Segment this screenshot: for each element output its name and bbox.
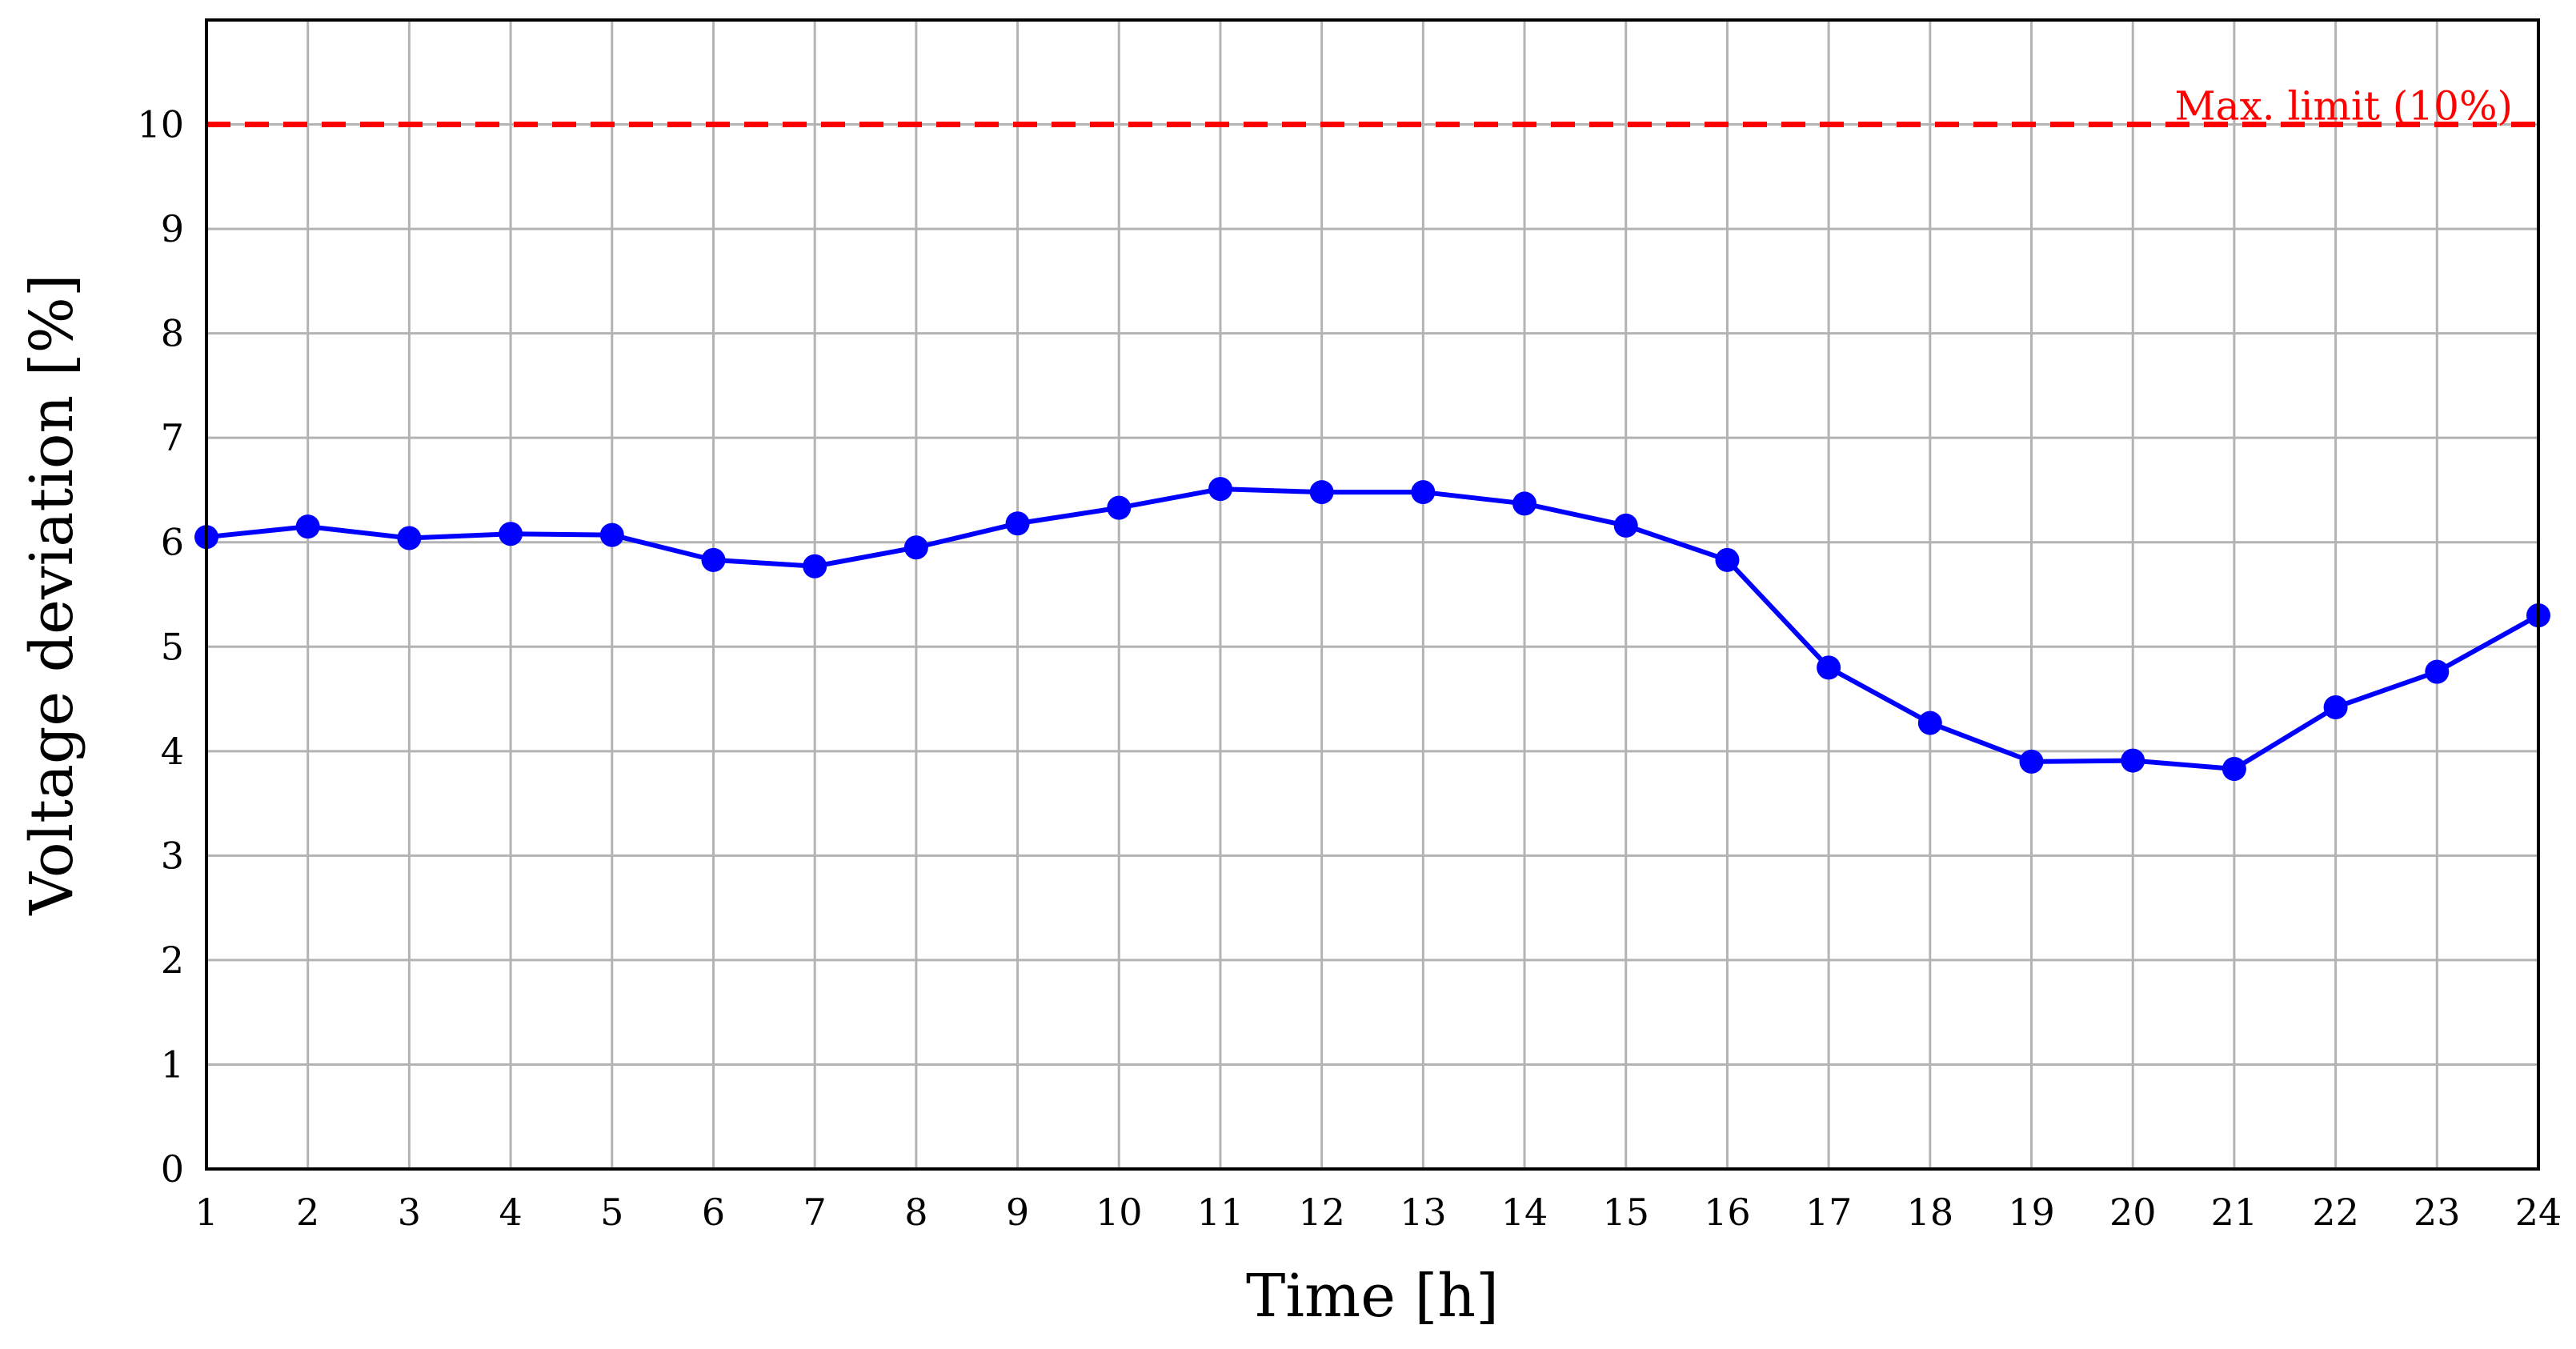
data-point	[2425, 659, 2450, 684]
y-tick-label: 3	[161, 834, 184, 877]
x-tick-label: 2	[296, 1191, 319, 1234]
x-tick-label: 16	[1704, 1191, 1751, 1234]
data-point	[397, 526, 422, 550]
x-tick-label: 24	[2515, 1191, 2562, 1234]
x-tick-label: 10	[1096, 1191, 1143, 1234]
data-point	[1309, 480, 1334, 505]
x-tick-label: 15	[1602, 1191, 1649, 1234]
data-point	[1208, 477, 1232, 502]
data-point	[2323, 695, 2348, 719]
y-tick-label: 2	[161, 939, 184, 982]
x-tick-label: 1	[194, 1191, 218, 1234]
data-point	[2121, 748, 2145, 773]
y-tick-label: 8	[161, 312, 184, 355]
max-limit-reference: Max. limit (10%)	[206, 83, 2538, 130]
x-tick-label: 11	[1197, 1191, 1244, 1234]
series-line	[206, 486, 2540, 772]
x-tick-label: 19	[2008, 1191, 2055, 1234]
x-tick-label: 3	[398, 1191, 421, 1234]
x-tick-label: 20	[2109, 1191, 2157, 1234]
x-tick-label: 7	[803, 1191, 827, 1234]
x-tick-label: 14	[1501, 1191, 1548, 1234]
plot-frame	[205, 18, 2540, 1171]
y-tick-label: 6	[161, 521, 184, 564]
y-axis-title: Voltage deviation [%]	[18, 274, 86, 915]
data-point	[1512, 491, 1537, 516]
data-point	[1613, 513, 1638, 538]
x-tick-label: 23	[2414, 1191, 2461, 1234]
x-tick-label: 22	[2312, 1191, 2359, 1234]
x-axis-title: Time [h]	[1246, 1262, 1499, 1331]
data-point	[2221, 757, 2246, 782]
y-tick-label: 5	[161, 625, 184, 668]
y-tick-label: 0	[161, 1147, 184, 1191]
x-tick-label: 5	[600, 1191, 623, 1234]
series-layer	[194, 477, 2550, 782]
x-tick-label: 18	[1907, 1191, 1954, 1234]
y-tick-label: 9	[161, 207, 184, 250]
y-tick-labels: 0 1 2 3 4 5 6 7 8 9 10	[137, 103, 184, 1191]
data-point	[1715, 547, 1740, 572]
data-point	[1917, 711, 1942, 735]
x-tick-label: 4	[499, 1191, 522, 1234]
data-point	[903, 535, 928, 560]
data-point	[1411, 480, 1436, 505]
data-point	[295, 514, 320, 539]
data-point	[1107, 495, 1132, 520]
data-point	[701, 547, 726, 572]
x-tick-label: 9	[1006, 1191, 1029, 1234]
data-point	[1817, 655, 1841, 680]
data-point	[803, 554, 827, 578]
x-tick-label: 12	[1298, 1191, 1345, 1234]
y-tick-label: 10	[137, 103, 184, 146]
data-point	[2019, 749, 2044, 774]
data-point	[599, 522, 624, 547]
x-tick-label: 8	[904, 1191, 927, 1234]
x-tick-label: 6	[702, 1191, 725, 1234]
y-tick-label: 4	[161, 730, 184, 773]
data-point	[499, 522, 523, 546]
data-point	[1005, 511, 1030, 536]
x-tick-labels: 1 2 3 4 5 6 7 8 9 10 11 12 13 14 15 16 17 18 19 20 21 22 23 24	[194, 1191, 2562, 1234]
max-limit-label: Max. limit (10%)	[2174, 83, 2513, 130]
x-tick-label: 21	[2211, 1191, 2258, 1234]
y-tick-label: 1	[161, 1043, 184, 1086]
x-tick-label: 17	[1805, 1191, 1853, 1234]
y-tick-label: 7	[161, 416, 184, 459]
x-tick-label: 13	[1400, 1191, 1447, 1234]
